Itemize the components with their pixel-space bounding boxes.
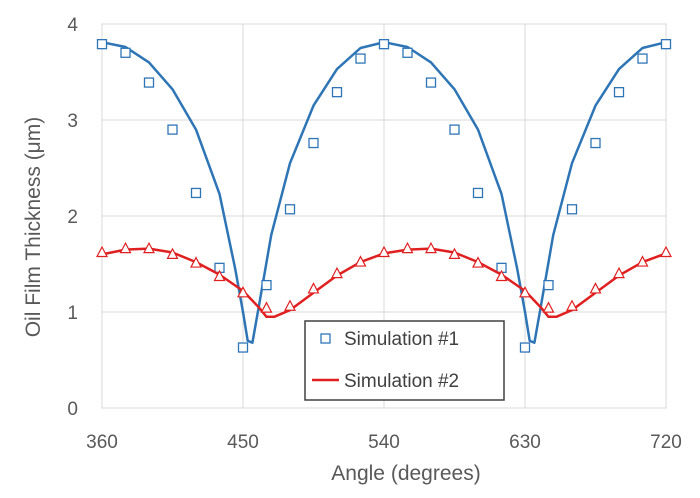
data-point-triangle <box>190 256 202 268</box>
data-point-square <box>190 187 202 199</box>
data-point-square <box>167 124 178 135</box>
y-tick-label: 1 <box>67 303 78 324</box>
data-point-square <box>378 39 390 50</box>
series-layer <box>96 39 672 353</box>
y-axis-ticks: 0 1 2 3 4 <box>67 15 78 420</box>
data-point-triangle <box>425 241 437 254</box>
legend-box <box>304 320 505 401</box>
x-tick-label: 720 <box>650 432 682 453</box>
data-point-triangle <box>96 245 108 258</box>
data-point-square <box>637 53 648 64</box>
plot-border <box>101 23 667 409</box>
plot-area <box>101 23 667 409</box>
data-point-triangle <box>519 286 531 298</box>
x-tick-label: 360 <box>86 432 118 453</box>
x-tick-label: 450 <box>227 432 259 453</box>
data-point-square <box>331 87 343 98</box>
data-point-triangle <box>237 286 249 298</box>
data-point-square <box>613 87 625 98</box>
x-tick-label: 630 <box>509 432 541 453</box>
data-point-square <box>355 53 366 64</box>
series-1 <box>96 39 672 353</box>
data-point-triangle <box>166 247 179 259</box>
data-point-triangle <box>448 247 461 259</box>
x-axis-title: Angle (degrees) <box>331 462 480 485</box>
data-point-square <box>284 204 296 215</box>
data-point-square <box>261 279 272 291</box>
x-axis-ticks: 360 450 540 630 720 <box>86 432 682 453</box>
data-point-triangle <box>143 241 155 254</box>
data-point-triangle <box>660 245 672 258</box>
data-point-square <box>660 39 672 50</box>
data-point-triangle <box>472 256 484 268</box>
data-point-triangle <box>401 241 414 254</box>
y-tick-label: 4 <box>67 15 78 36</box>
data-point-triangle <box>331 266 343 279</box>
data-point-square <box>590 137 601 149</box>
data-point-square <box>96 39 108 50</box>
data-point-square <box>566 204 578 215</box>
data-point-square <box>543 279 554 291</box>
y-tick-label: 3 <box>67 111 78 132</box>
data-point-triangle <box>307 282 320 294</box>
data-point-square <box>519 342 531 353</box>
data-point-square <box>472 187 484 199</box>
data-point-triangle <box>566 299 578 311</box>
data-point-square <box>449 124 460 135</box>
data-point-square <box>237 342 249 353</box>
y-axis-title: Oil Film Thickness (μm) <box>22 117 45 338</box>
data-point-triangle <box>119 241 132 254</box>
legend-marker-simulation-1 <box>320 333 331 344</box>
data-point-triangle <box>213 269 226 282</box>
data-point-triangle <box>495 269 508 282</box>
data-point-triangle <box>589 282 602 294</box>
data-point-square <box>143 77 155 88</box>
data-point-square <box>402 47 413 58</box>
data-point-triangle <box>354 255 367 267</box>
data-point-triangle <box>378 245 390 258</box>
legend: Simulation #1 Simulation #2 <box>304 320 505 401</box>
x-tick-label: 540 <box>368 432 400 453</box>
y-tick-label: 0 <box>67 399 78 420</box>
data-point-triangle <box>260 301 273 313</box>
data-point-square <box>308 137 319 149</box>
y-tick-label: 2 <box>67 207 78 228</box>
data-point-triangle <box>636 255 649 267</box>
data-point-triangle <box>613 266 625 279</box>
legend-label-simulation-1: Simulation #1 <box>344 329 459 350</box>
legend-label-simulation-2: Simulation #2 <box>344 371 459 392</box>
data-point-square <box>425 77 437 88</box>
data-point-triangle <box>284 299 296 311</box>
series-2 <box>96 241 672 319</box>
data-point-square <box>120 47 131 58</box>
data-point-triangle <box>542 301 555 313</box>
